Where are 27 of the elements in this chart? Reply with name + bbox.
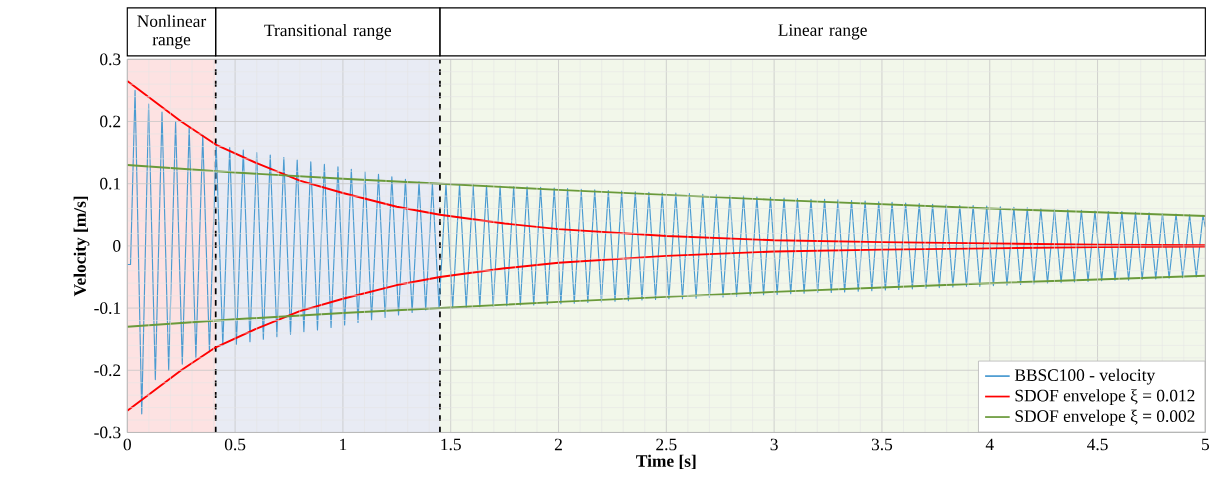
- x-tick-label: 1: [340, 438, 347, 451]
- band-label: Linear range: [778, 24, 867, 40]
- y-tick-label: -0.2: [94, 364, 121, 377]
- y-tick-label: 0.3: [100, 53, 121, 66]
- x-tick-label: 1.5: [441, 438, 461, 451]
- legend-label: SDOF envelope ξ = 0.012: [1015, 389, 1195, 406]
- line-series: [126, 274, 1207, 328]
- x-tick-label: 3: [770, 438, 778, 451]
- y-tick-label: 0.1: [100, 178, 121, 190]
- band-label: Transitional range: [264, 24, 392, 40]
- x-tick-label: 4: [985, 438, 994, 451]
- y-axis-title: Velocity [m/s]: [73, 196, 90, 297]
- x-tick-label: 2.5: [656, 438, 677, 451]
- x-tick-label: 3.5: [871, 438, 893, 451]
- legend-label: SDOF envelope ξ = 0.002: [1015, 409, 1195, 426]
- x-tick-label: 0.5: [224, 438, 246, 451]
- x-tick-label: 5: [1202, 438, 1210, 451]
- y-tick-label: 0: [113, 240, 121, 252]
- x-tick-label: 2: [554, 438, 562, 451]
- y-tick-label: -0.1: [94, 302, 121, 315]
- x-axis-title: Time [s]: [636, 454, 696, 470]
- x-tick-label: 0: [123, 438, 131, 451]
- band-label: Nonlinear range: [137, 15, 207, 50]
- y-tick-label: 0.2: [100, 115, 121, 128]
- x-tick-label: 4.5: [1087, 438, 1108, 451]
- legend-label: BBSC100 - velocity: [1014, 368, 1156, 385]
- y-tick-label: -0.3: [94, 426, 121, 439]
